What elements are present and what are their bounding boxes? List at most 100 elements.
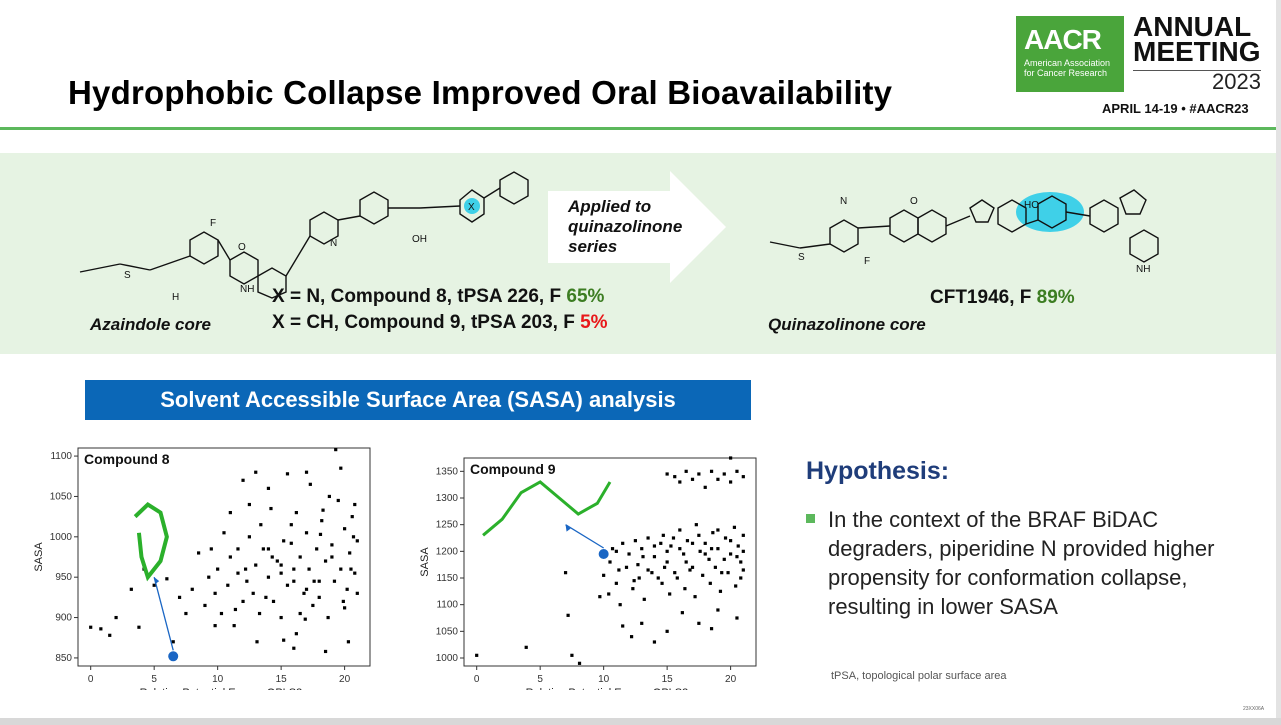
data-point — [254, 470, 258, 474]
title-divider — [0, 127, 1281, 130]
data-point — [334, 448, 338, 452]
ho-label: HO — [1024, 200, 1039, 211]
data-point — [690, 565, 695, 569]
highlight-point — [168, 651, 179, 662]
right-edge-shadow — [1276, 0, 1281, 725]
data-point — [241, 478, 245, 482]
data-point — [688, 568, 692, 572]
slide-title: Hydrophobic Collapse Improved Oral Bioav… — [68, 74, 893, 111]
data-point — [665, 549, 669, 553]
y-tick-label: 1350 — [436, 466, 459, 477]
data-point — [637, 576, 641, 580]
data-point — [336, 498, 340, 503]
y-tick-label: 1100 — [436, 600, 458, 611]
chart-title: Compound 9 — [470, 461, 556, 477]
data-point — [703, 552, 707, 556]
data-point — [735, 616, 739, 620]
slide-code: 23XX06A — [1243, 706, 1265, 712]
data-point — [723, 536, 728, 540]
data-point — [349, 567, 353, 571]
data-point — [165, 577, 169, 581]
data-point — [665, 472, 669, 476]
data-point — [339, 567, 343, 571]
x-tick-label: 15 — [276, 674, 288, 685]
data-point — [254, 563, 258, 567]
data-point — [729, 539, 733, 543]
data-point — [236, 547, 240, 551]
data-point — [673, 571, 677, 575]
arrow-line3: series — [568, 237, 618, 256]
data-point — [243, 567, 248, 571]
data-point — [741, 568, 745, 572]
data-point — [607, 592, 611, 596]
data-point — [222, 531, 226, 535]
data-point — [694, 523, 698, 527]
data-point — [673, 475, 677, 479]
data-point — [129, 587, 133, 591]
data-point — [668, 592, 672, 596]
data-point — [320, 519, 324, 523]
data-point — [137, 625, 141, 629]
data-point — [697, 621, 701, 625]
data-point — [228, 555, 232, 559]
data-point — [345, 587, 349, 591]
data-point — [298, 555, 302, 559]
y-tick-label: 900 — [55, 613, 72, 624]
data-point — [353, 502, 357, 507]
data-point — [685, 539, 690, 543]
data-point — [353, 571, 357, 575]
data-point — [351, 535, 356, 539]
y-tick-label: 1000 — [50, 532, 73, 543]
data-point — [266, 575, 271, 579]
bullet-icon — [806, 514, 815, 523]
n-label: N — [330, 238, 337, 249]
data-point — [304, 470, 309, 474]
meeting-text: MEETING — [1133, 36, 1261, 67]
data-point — [232, 624, 236, 628]
data-point — [282, 539, 286, 543]
data-point — [741, 533, 745, 537]
data-point — [697, 472, 701, 476]
data-point — [722, 557, 726, 561]
data-point — [152, 583, 156, 587]
data-point — [671, 536, 676, 540]
data-point — [718, 589, 723, 593]
data-point — [716, 547, 720, 551]
data-point — [271, 599, 276, 604]
hypothesis-text: In the context of the BRAF BiDAC degrade… — [828, 507, 1215, 619]
compound8-caption: X = N, Compound 8, tPSA 226, F 65% — [272, 286, 604, 308]
data-point — [255, 640, 259, 644]
x-axis-label: Relative Potential Energy-OPLS3e — [140, 687, 309, 690]
data-point — [641, 555, 645, 559]
data-point — [656, 576, 660, 580]
logo-word: AACR — [1024, 24, 1102, 55]
conformer-stick — [482, 480, 612, 537]
data-point — [736, 544, 740, 548]
meeting-year: 2023 — [1133, 70, 1261, 93]
data-point — [236, 571, 240, 575]
data-point — [318, 532, 323, 536]
azaindole-structure: X F O S H NH N OH — [79, 171, 529, 300]
compound9-caption: X = CH, Compound 9, tPSA 203, F 5% — [272, 312, 608, 334]
data-point — [346, 640, 351, 644]
data-point — [646, 536, 650, 540]
data-point — [678, 480, 682, 484]
x-tick-label: 5 — [537, 674, 543, 685]
data-point — [703, 541, 707, 545]
data-point — [627, 552, 631, 556]
highlight-point — [598, 549, 609, 559]
y-tick-label: 1150 — [436, 573, 458, 584]
data-point — [716, 608, 720, 612]
annual-text: ANNUAL — [1133, 11, 1252, 42]
h-label: H — [172, 292, 179, 300]
data-point — [114, 615, 118, 620]
y-tick-label: 950 — [55, 572, 72, 583]
data-point — [642, 597, 646, 601]
data-point — [282, 638, 286, 642]
data-point — [304, 531, 309, 535]
s-label: S — [124, 270, 131, 281]
data-point — [665, 560, 669, 564]
highlight-arrow — [565, 524, 604, 549]
data-point — [697, 533, 701, 537]
data-point — [327, 494, 331, 499]
